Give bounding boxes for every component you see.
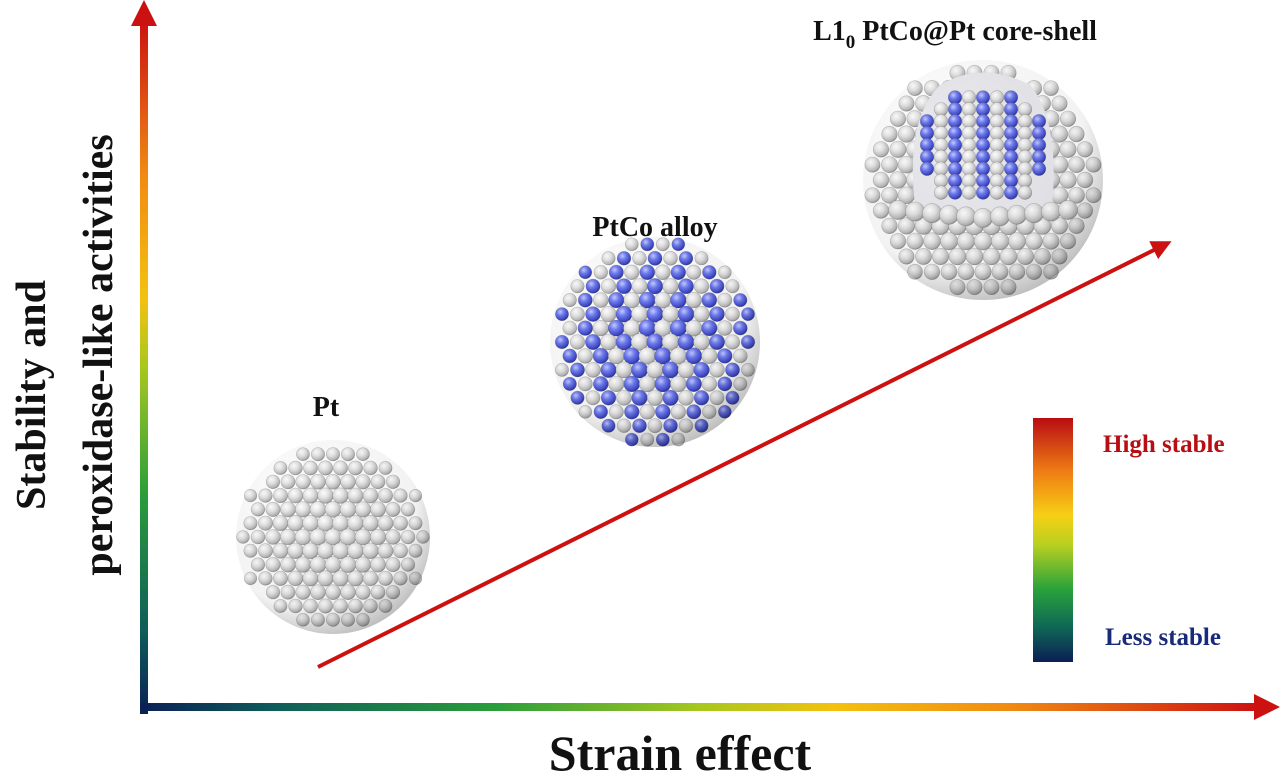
core-shell-label-suffix: PtCo@Pt core-shell — [855, 16, 1097, 47]
x-axis-label: Strain effect — [549, 725, 812, 775]
trend-arrow — [317, 241, 1172, 669]
legend-high-label: High stable — [1103, 431, 1225, 458]
x-axis-line — [140, 703, 1258, 711]
x-axis — [140, 694, 1280, 720]
core-shell-nanoparticle — [863, 60, 1103, 300]
pt-label: Pt — [313, 392, 340, 423]
stability-color-bar — [1033, 418, 1073, 662]
core-shell-label-subscript: 0 — [846, 32, 856, 53]
legend-low-label: Less stable — [1105, 624, 1221, 651]
stability-legend: High stable Less stable — [1033, 418, 1225, 662]
pt-nanoparticle — [236, 440, 430, 634]
y-axis — [131, 0, 157, 714]
core-shell-label-prefix: L1 — [813, 16, 846, 47]
ptco-alloy-nanoparticle — [550, 237, 760, 447]
pt-sphere-shading — [236, 440, 430, 634]
y-axis-arrowhead — [131, 0, 157, 26]
alloy-sphere-shading — [550, 237, 760, 447]
x-axis-arrowhead — [1254, 694, 1280, 720]
y-axis-line — [140, 22, 148, 714]
y-axis-label-line1: Stability and — [9, 280, 55, 510]
y-axis-label-line2: peroxidase-like activities — [76, 134, 122, 575]
shell-sphere-shading — [863, 60, 1103, 300]
core-shell-label: L10 PtCo@Pt core-shell — [813, 16, 1097, 53]
